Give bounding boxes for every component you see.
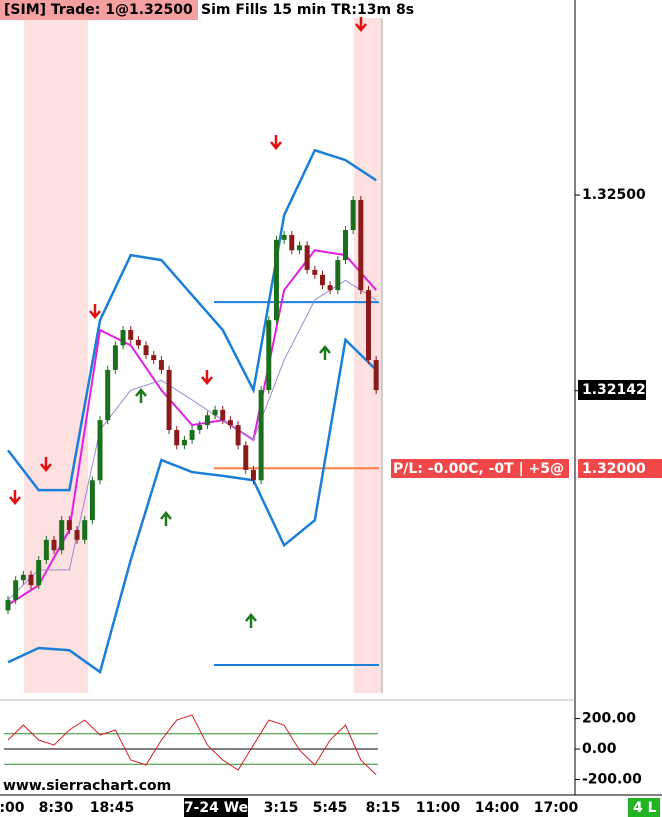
buy-arrows <box>135 345 331 628</box>
candle <box>166 369 172 431</box>
sell-arrows <box>9 17 367 505</box>
candle <box>74 529 80 540</box>
candle <box>51 539 57 551</box>
last-price-bg <box>578 380 646 400</box>
candle <box>358 199 364 291</box>
candle <box>258 390 264 481</box>
candle <box>204 415 210 426</box>
candle <box>227 420 233 426</box>
candle <box>250 469 256 481</box>
candle <box>151 355 157 361</box>
candle <box>342 230 348 261</box>
candle <box>97 420 103 481</box>
x-tick-label: 7-24 We <box>184 800 248 816</box>
candle <box>66 520 72 530</box>
candle <box>365 290 371 361</box>
candle <box>266 320 272 391</box>
y-tick-label: 1.32500 <box>582 187 646 203</box>
date-bg <box>184 798 248 817</box>
candle <box>243 445 249 470</box>
candle <box>335 260 341 291</box>
indicator-line <box>7 337 378 675</box>
candle <box>181 439 187 446</box>
status: 4 L <box>633 800 657 816</box>
candle <box>89 480 95 521</box>
osc-tick-label: 0.00 <box>582 741 617 757</box>
candle <box>319 274 325 286</box>
x-tick-label: 8:30 <box>39 800 74 816</box>
candle <box>128 330 134 340</box>
pl-bg <box>391 459 569 478</box>
candle <box>373 360 379 391</box>
x-tick-label: 5:45 <box>313 800 348 816</box>
candle <box>112 345 118 370</box>
candle <box>28 574 34 586</box>
indicator-line <box>7 279 377 601</box>
candle <box>312 269 318 275</box>
candle <box>289 234 295 251</box>
session-shade <box>24 18 88 693</box>
candle <box>43 539 49 561</box>
x-tick-label: 14:00 <box>475 800 520 816</box>
osc-tick-label: 200.00 <box>582 711 636 727</box>
watermark: www.sierrachart.com <box>3 778 171 794</box>
candle <box>350 199 356 231</box>
osc-tick-label: -200.00 <box>582 771 642 787</box>
candle <box>20 574 26 581</box>
x-tick-label: 3:15 <box>264 800 299 816</box>
candle <box>304 245 310 270</box>
candle <box>327 285 333 291</box>
candle <box>5 599 11 611</box>
position-label: 1.32000 <box>582 461 646 477</box>
last-price-label: 1.32142 <box>582 382 646 398</box>
title-bg <box>0 0 198 20</box>
candle <box>189 430 195 440</box>
candle <box>105 369 111 421</box>
candle <box>197 425 203 431</box>
x-tick-label: 8:15 <box>366 800 401 816</box>
candle <box>281 234 287 240</box>
candle <box>59 520 65 551</box>
candle <box>220 409 226 421</box>
candle <box>158 360 164 370</box>
candle <box>296 245 302 251</box>
position-label-bg <box>578 459 662 478</box>
candle <box>13 580 19 600</box>
candle <box>174 430 180 446</box>
candle <box>212 409 218 416</box>
x-tick-label: 11:00 <box>416 800 461 816</box>
pl-text: P/L: -0.00C, -0T | +5@ <box>393 461 564 477</box>
x-tick-label: 18:45 <box>90 800 135 816</box>
candle <box>82 520 88 540</box>
chart-subtitle: Sim Fills 15 min TR:13m 8s <box>201 2 414 18</box>
indicator-line <box>7 148 377 492</box>
chart-title: [SIM] Trade: 1@1.32500 <box>4 2 193 18</box>
status-bg <box>628 798 660 817</box>
candle <box>36 560 42 586</box>
candle <box>135 339 141 346</box>
oscillator-line <box>7 714 377 776</box>
candle <box>273 239 279 321</box>
candle <box>120 330 126 346</box>
x-tick-label: 17:00 <box>534 800 579 816</box>
candle <box>143 345 149 356</box>
x-tick-label: :00 <box>0 800 25 816</box>
candle <box>235 425 241 446</box>
